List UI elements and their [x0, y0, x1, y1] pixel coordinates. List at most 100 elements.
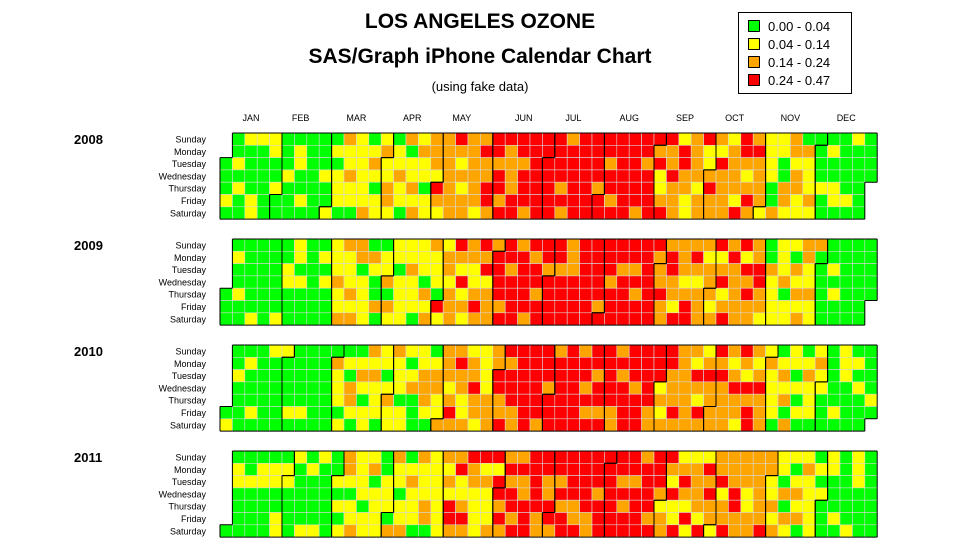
day-cell-2011-6-15: [517, 487, 531, 501]
day-cell-2008-11-13: [777, 181, 791, 195]
day-cell-2009-10-9: [715, 300, 729, 314]
day-cell-2010-9-15: [678, 381, 692, 395]
day-cell-2009-6-9: [504, 263, 518, 277]
day-cell-2009-5-24: [480, 238, 494, 252]
day-cell-2009-9-18: [678, 300, 692, 314]
day-cell-2011-11-21: [802, 462, 816, 476]
day-cell-2011-10-23: [752, 450, 766, 464]
day-cell-2010-10-22: [740, 406, 754, 420]
day-cell-2011-12-7: [827, 487, 841, 501]
day-cell-2011-4-7: [393, 499, 407, 513]
day-cell-2011-4-18: [418, 462, 432, 476]
day-cell-2011-3-14: [356, 462, 370, 476]
day-cell-2009-2-20: [306, 300, 320, 314]
day-cell-2008-11-4: [765, 157, 779, 171]
day-cell-2011-3-16: [356, 487, 370, 501]
day-cell-2009-2-1: [281, 238, 295, 252]
day-cell-2008-6-19: [517, 181, 531, 195]
day-cell-2008-4-13: [405, 132, 419, 146]
day-cell-2010-10-27: [752, 381, 766, 395]
day-cell-2011-12-26: [864, 462, 878, 476]
day-cell-2009-11-15: [790, 238, 804, 252]
day-cell-2008-3-4: [331, 157, 345, 171]
day-cell-2010-11-10: [777, 381, 791, 395]
day-cell-2010-5-13: [455, 393, 469, 407]
day-cell-2009-8-19: [628, 275, 642, 289]
day-cell-2008-2-25: [318, 145, 332, 158]
day-cell-2010-8-21: [628, 418, 642, 432]
day-cell-2010-10-14: [728, 393, 742, 407]
day-cell-2008-12-30: [864, 157, 878, 171]
day-cell-2010-8-15: [628, 344, 642, 358]
day-cell-2008-12-21: [852, 132, 866, 146]
day-cell-2009-10-5: [715, 251, 729, 264]
day-cell-2011-4-10: [405, 450, 419, 464]
day-cell-2008-11-20: [790, 181, 804, 195]
day-cell-2011-6-16: [517, 499, 531, 513]
weekday-label-2011-tuesday: Tuesday: [172, 477, 207, 487]
day-cell-2008-4-10: [393, 181, 407, 195]
day-cell-2011-12-1: [814, 499, 828, 513]
day-cell-2009-6-28: [542, 238, 556, 252]
day-cell-2010-5-12: [455, 381, 469, 395]
day-cell-2009-7-8: [554, 275, 568, 289]
day-cell-2009-10-24: [740, 312, 754, 326]
day-cell-2010-5-17: [467, 356, 481, 370]
day-cell-2008-8-22: [628, 194, 642, 208]
day-cell-2010-5-18: [467, 369, 481, 383]
day-cell-2008-2-26: [318, 157, 332, 171]
day-cell-2010-2-17: [306, 381, 320, 395]
day-cell-2008-9-4: [653, 181, 667, 195]
day-cell-2009-1-5: [232, 251, 246, 264]
day-cell-2008-7-17: [566, 181, 580, 195]
day-cell-2008-8-6: [604, 169, 618, 183]
day-cell-2010-5-6: [442, 393, 456, 407]
day-cell-2009-6-5: [492, 300, 506, 314]
day-cell-2011-5-28: [480, 524, 494, 538]
day-cell-2011-4-16: [405, 524, 419, 538]
day-cell-2009-9-22: [690, 263, 704, 277]
day-cell-2009-3-14: [343, 312, 357, 326]
day-cell-2009-9-12: [666, 312, 680, 326]
day-cell-2010-10-10: [728, 344, 742, 358]
day-cell-2010-10-29: [752, 406, 766, 420]
day-cell-2009-11-27: [802, 300, 816, 314]
day-cell-2009-11-18: [790, 275, 804, 289]
day-cell-2011-8-16: [628, 475, 642, 489]
day-cell-2008-10-26: [752, 132, 766, 146]
day-cell-2010-2-11: [294, 393, 308, 407]
day-cell-2010-1-13: [244, 381, 258, 395]
day-cell-2010-4-28: [430, 381, 444, 395]
day-cell-2011-5-21: [467, 524, 481, 538]
day-cell-2009-3-15: [356, 238, 370, 252]
day-cell-2011-7-9: [554, 524, 568, 538]
day-cell-2010-7-10: [554, 418, 568, 432]
day-cell-2009-7-28: [591, 263, 605, 277]
day-cell-2009-6-3: [492, 275, 506, 289]
day-cell-2008-3-11: [343, 157, 357, 171]
day-cell-2009-9-3: [653, 287, 667, 301]
day-cell-2008-5-31: [480, 206, 494, 220]
day-cell-2011-3-28: [380, 462, 394, 476]
day-cell-2011-2-22: [318, 475, 332, 489]
day-cell-2010-12-25: [852, 418, 866, 432]
day-cell-2011-5-22: [480, 450, 494, 464]
day-cell-2009-3-18: [356, 275, 370, 289]
day-cell-2010-9-23: [690, 393, 704, 407]
day-cell-2010-2-9: [294, 369, 308, 383]
day-cell-2010-2-4: [281, 393, 295, 407]
day-cell-2009-10-30: [752, 300, 766, 314]
day-cell-2010-12-22: [852, 381, 866, 395]
day-cell-2009-7-11: [554, 312, 568, 326]
day-cell-2011-10-24: [752, 462, 766, 476]
day-cell-2010-9-4: [653, 418, 667, 432]
day-cell-2011-6-19: [529, 450, 543, 464]
day-cell-2008-11-26: [802, 169, 816, 183]
day-cell-2010-12-10: [827, 406, 841, 420]
day-cell-2009-1-19: [256, 251, 270, 264]
day-cell-2009-12-14: [839, 251, 853, 264]
day-cell-2011-12-27: [864, 475, 878, 489]
day-cell-2009-1-8: [232, 287, 246, 301]
day-cell-2010-5-10: [455, 356, 469, 370]
day-cell-2008-9-25: [690, 181, 704, 195]
